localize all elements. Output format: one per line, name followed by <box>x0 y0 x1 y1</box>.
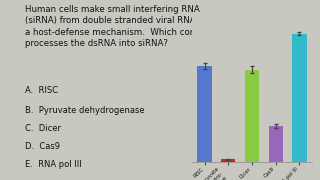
Text: B.  Pyruvate dehydrogenase: B. Pyruvate dehydrogenase <box>25 106 144 115</box>
Bar <box>245 70 259 162</box>
Bar <box>197 66 212 162</box>
Text: Human cells make small interfering RNA
(siRNA) from double stranded viral RNA as: Human cells make small interfering RNA (… <box>25 5 216 48</box>
Bar <box>221 159 236 162</box>
Text: A.  RISC: A. RISC <box>25 86 58 95</box>
Bar <box>292 34 307 162</box>
Text: D.  Cas9: D. Cas9 <box>25 142 60 151</box>
Text: C.  Dicer: C. Dicer <box>25 124 60 133</box>
Text: E.  RNA pol III: E. RNA pol III <box>25 160 81 169</box>
Bar <box>268 126 283 162</box>
